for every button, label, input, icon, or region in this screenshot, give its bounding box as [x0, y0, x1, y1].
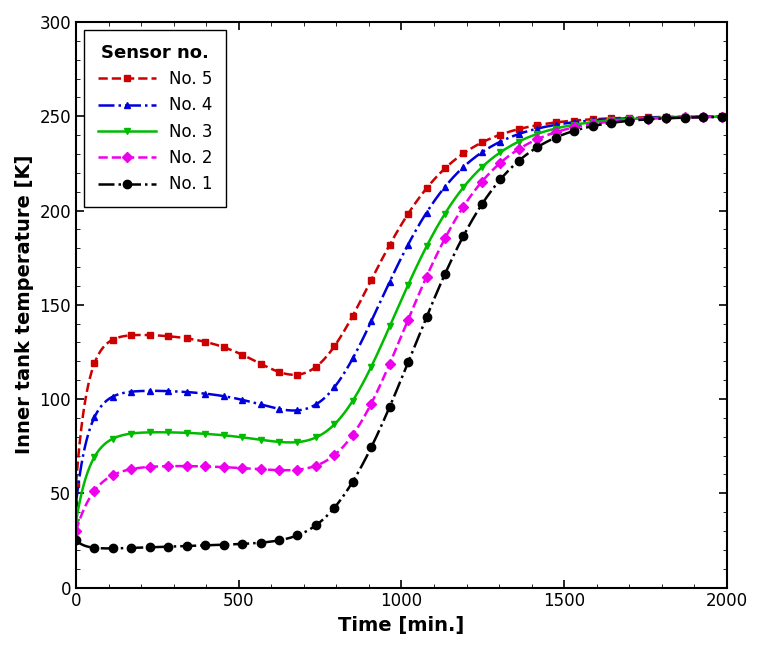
Line: No. 5: No. 5	[72, 113, 730, 488]
No. 3	[349, 395, 359, 403]
No. 1	[710, 113, 719, 121]
No. 4	[321, 393, 330, 401]
No. 4	[710, 112, 719, 120]
No. 1	[723, 113, 732, 121]
No. 5	[639, 114, 649, 122]
No. 2	[723, 113, 732, 121]
No. 3	[639, 114, 649, 122]
No. 2	[72, 527, 81, 535]
No. 5	[146, 332, 155, 339]
No. 2	[185, 462, 194, 470]
Legend: No. 5, No. 4, No. 3, No. 2, No. 1: No. 5, No. 4, No. 3, No. 2, No. 1	[85, 31, 226, 207]
No. 1	[349, 476, 359, 484]
No. 3	[723, 112, 732, 120]
No. 2	[639, 115, 649, 123]
No. 1	[104, 545, 113, 552]
No. 3	[185, 429, 194, 437]
No. 5	[723, 112, 732, 120]
No. 4	[349, 352, 359, 360]
No. 4	[723, 112, 732, 120]
No. 1	[146, 543, 155, 551]
No. 5	[72, 480, 81, 488]
No. 2	[710, 113, 719, 121]
Line: No. 2: No. 2	[72, 113, 730, 534]
Line: No. 4: No. 4	[72, 113, 730, 506]
No. 4	[146, 387, 155, 395]
No. 4	[185, 388, 194, 396]
Line: No. 1: No. 1	[72, 112, 731, 552]
No. 3	[710, 113, 719, 121]
No. 3	[321, 428, 330, 436]
No. 1	[72, 536, 81, 544]
No. 5	[321, 354, 330, 361]
No. 4	[639, 114, 649, 122]
Line: No. 3: No. 3	[72, 113, 730, 525]
No. 1	[185, 542, 194, 550]
No. 1	[321, 513, 330, 521]
No. 2	[146, 463, 155, 471]
No. 5	[185, 335, 194, 343]
No. 3	[72, 517, 81, 525]
No. 5	[710, 112, 719, 120]
Y-axis label: Inner tank temperature [K]: Inner tank temperature [K]	[15, 155, 34, 454]
No. 2	[349, 430, 359, 437]
No. 2	[321, 457, 330, 465]
No. 5	[349, 310, 359, 318]
No. 3	[146, 428, 155, 436]
No. 4	[72, 499, 81, 506]
No. 1	[639, 116, 649, 124]
X-axis label: Time [min.]: Time [min.]	[338, 616, 465, 635]
